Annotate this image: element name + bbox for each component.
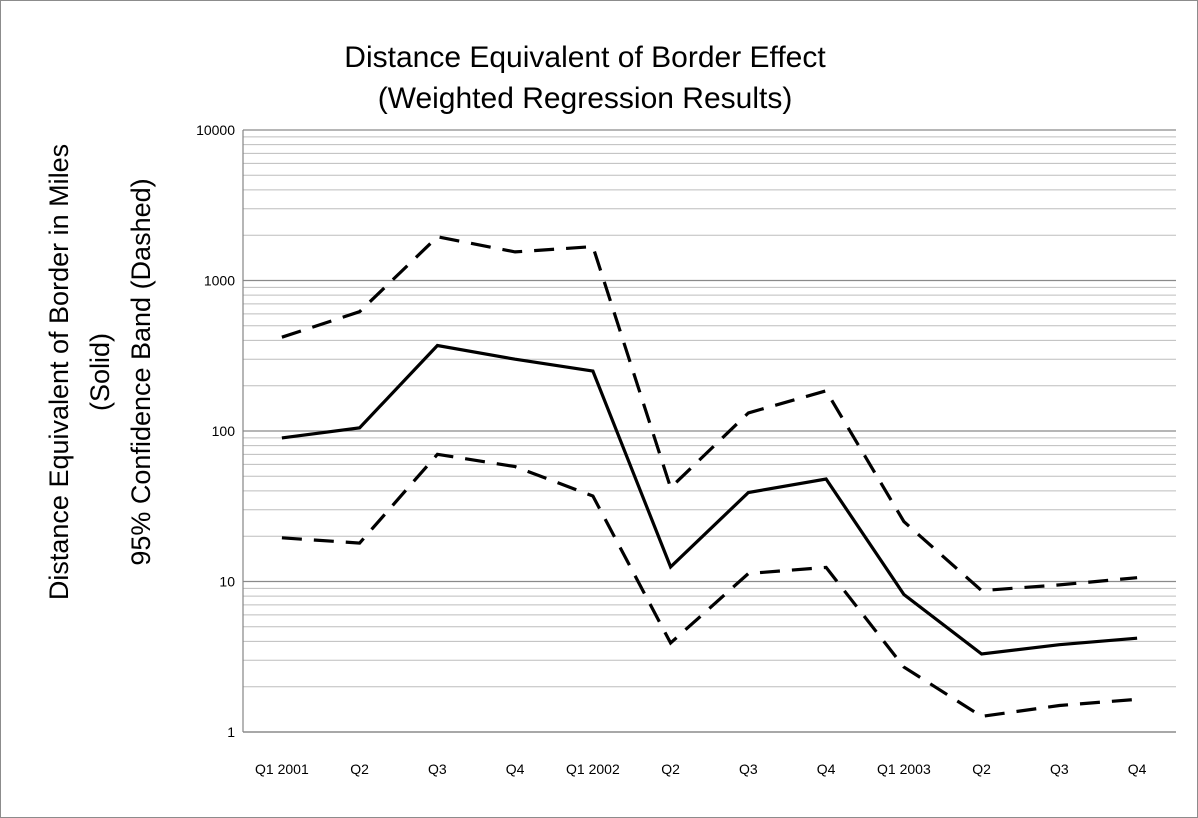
y-tick-label: 1 [227,724,235,740]
x-tick-label: Q3 [739,761,758,777]
y-tick-label: 10000 [196,122,235,138]
x-tick-label: Q3 [428,761,447,777]
x-tick-label: Q4 [1128,761,1147,777]
y-tick-label: 10 [219,574,235,590]
y-tick-labels: 1 10 100 1000 10000 [196,122,235,740]
confidence-band-line [281,452,1138,719]
x-tick-label: Q4 [817,761,836,777]
x-tick-label: Q1 2001 [255,761,309,777]
x-tick-label: Q2 [350,761,369,777]
chart-subtitle: (Weighted Regression Results) [378,82,793,115]
data-series [281,235,1138,719]
x-tick-label: Q3 [1050,761,1069,777]
chart-title: Distance Equivalent of Border Effect [344,41,826,74]
y-axis-label-line1: Distance Equivalent of Border in Miles [44,144,74,600]
y-tick-label: 100 [212,423,236,439]
confidence-band-line [281,235,1138,593]
x-tick-label: Q2 [661,761,680,777]
estimate-series-line [281,343,1138,656]
x-tick-label: Q1 2003 [877,761,931,777]
y-axis-label-line3: 95% Confidence Band (Dashed) [126,178,156,565]
grid-lines [243,129,1176,733]
x-tick-label: Q4 [506,761,525,777]
y-axis-label-line2: (Solid) [85,333,115,411]
x-tick-labels: Q1 2001 Q2 Q3 Q4 Q1 2002 Q2 Q3 Q4 Q1 2003 Q2 Q3 Q4 [255,761,1147,777]
axes [242,130,1176,733]
y-tick-label: 1000 [204,273,235,289]
x-tick-label: Q1 2002 [566,761,620,777]
x-tick-label: Q2 [972,761,991,777]
